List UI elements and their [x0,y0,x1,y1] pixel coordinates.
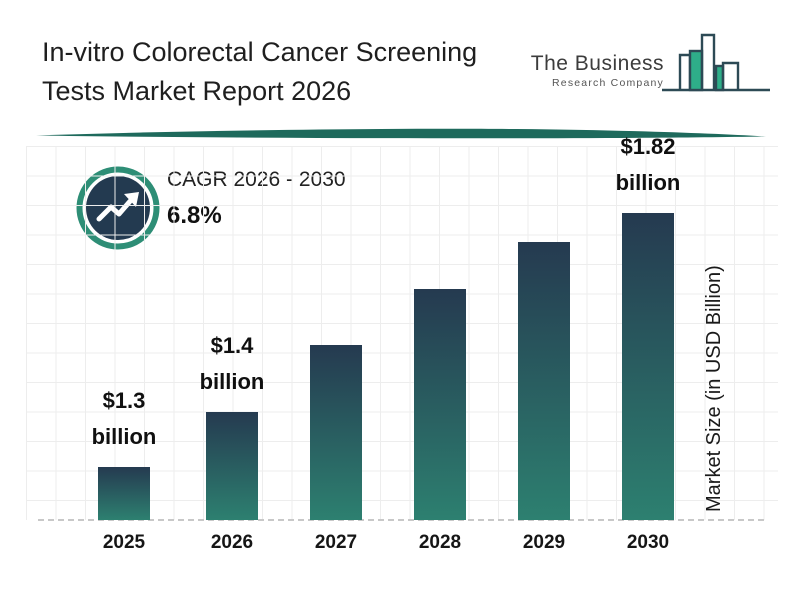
bar-2028 [414,289,466,520]
value-label-2026: $1.4 billion [199,333,265,394]
x-axis-label-2026: 2026 [210,532,254,553]
value-label-2030: $1.82 billion [615,134,681,195]
bar-2030 [622,213,674,520]
y-axis-label: Market Size (in USD Billion) [703,265,725,512]
logo-company-name: The Business [530,52,664,75]
header-divider-swoosh [36,128,766,139]
x-axis-label-2027: 2027 [314,532,358,553]
logo-company-subname: Research Company [552,77,664,89]
chart-baseline-dashed [38,519,764,521]
x-axis-label-2028: 2028 [418,532,462,553]
x-axis-label-2025: 2025 [102,532,146,553]
page-title-line2: Tests Market Report 2026 [42,76,352,106]
logo-bars-icon [662,33,770,92]
value-label-2025: $1.3 billion [91,388,157,449]
bar-2026 [206,412,258,520]
x-axis-label-2029: 2029 [522,532,566,553]
page-title: In-vitro Colorectal Cancer Screening Tes… [42,33,562,111]
bar-2029 [518,242,570,520]
page-title-line1: In-vitro Colorectal Cancer Screening [42,37,478,67]
bar-2025 [98,467,150,520]
company-logo: The Business Research Company [531,28,777,100]
x-axis-label-2030: 2030 [626,532,670,553]
bar-2027 [310,345,362,520]
